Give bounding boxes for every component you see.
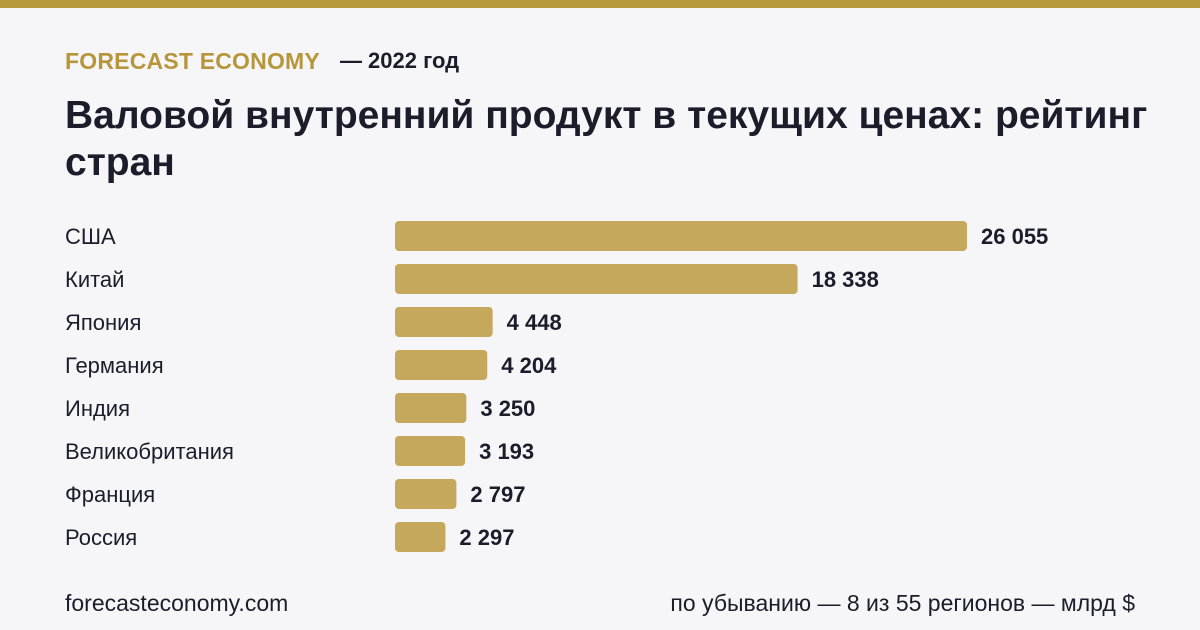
value-label: 4 448 — [507, 310, 562, 335]
category-label: Россия — [65, 525, 137, 550]
value-label: 3 193 — [479, 439, 534, 464]
category-label: Франция — [65, 482, 155, 507]
category-label: Индия — [65, 396, 130, 421]
category-label: Германия — [65, 353, 164, 378]
value-label: 4 204 — [501, 353, 557, 378]
value-label: 3 250 — [480, 396, 535, 421]
top-accent-stripe — [0, 0, 1200, 8]
header: FORECAST ECONOMY — 2022 год — [65, 44, 459, 78]
bar — [395, 436, 466, 466]
brand-name: FORECAST ECONOMY — [65, 47, 320, 74]
bar — [395, 307, 493, 337]
footer-note: по убыванию — 8 из 55 регионов — млрд $ — [670, 590, 1135, 616]
bar — [395, 393, 467, 423]
category-label: Япония — [65, 310, 141, 335]
chart-title: Валовой внутренний продукт в текущих цен… — [65, 94, 1148, 184]
category-label: США — [65, 224, 116, 249]
bar — [395, 350, 488, 380]
year-label: — 2022 год — [339, 48, 460, 73]
value-label: 18 338 — [812, 267, 879, 292]
footer-site: forecasteconomy.com — [65, 590, 289, 616]
category-label: Великобритания — [65, 439, 234, 464]
bar — [395, 264, 798, 294]
value-label: 2 797 — [470, 482, 525, 507]
bar — [395, 479, 457, 509]
category-label: Китай — [65, 267, 124, 292]
value-label: 26 055 — [981, 224, 1048, 249]
bar — [395, 522, 446, 552]
bar — [395, 221, 967, 251]
value-label: 2 297 — [459, 525, 514, 550]
